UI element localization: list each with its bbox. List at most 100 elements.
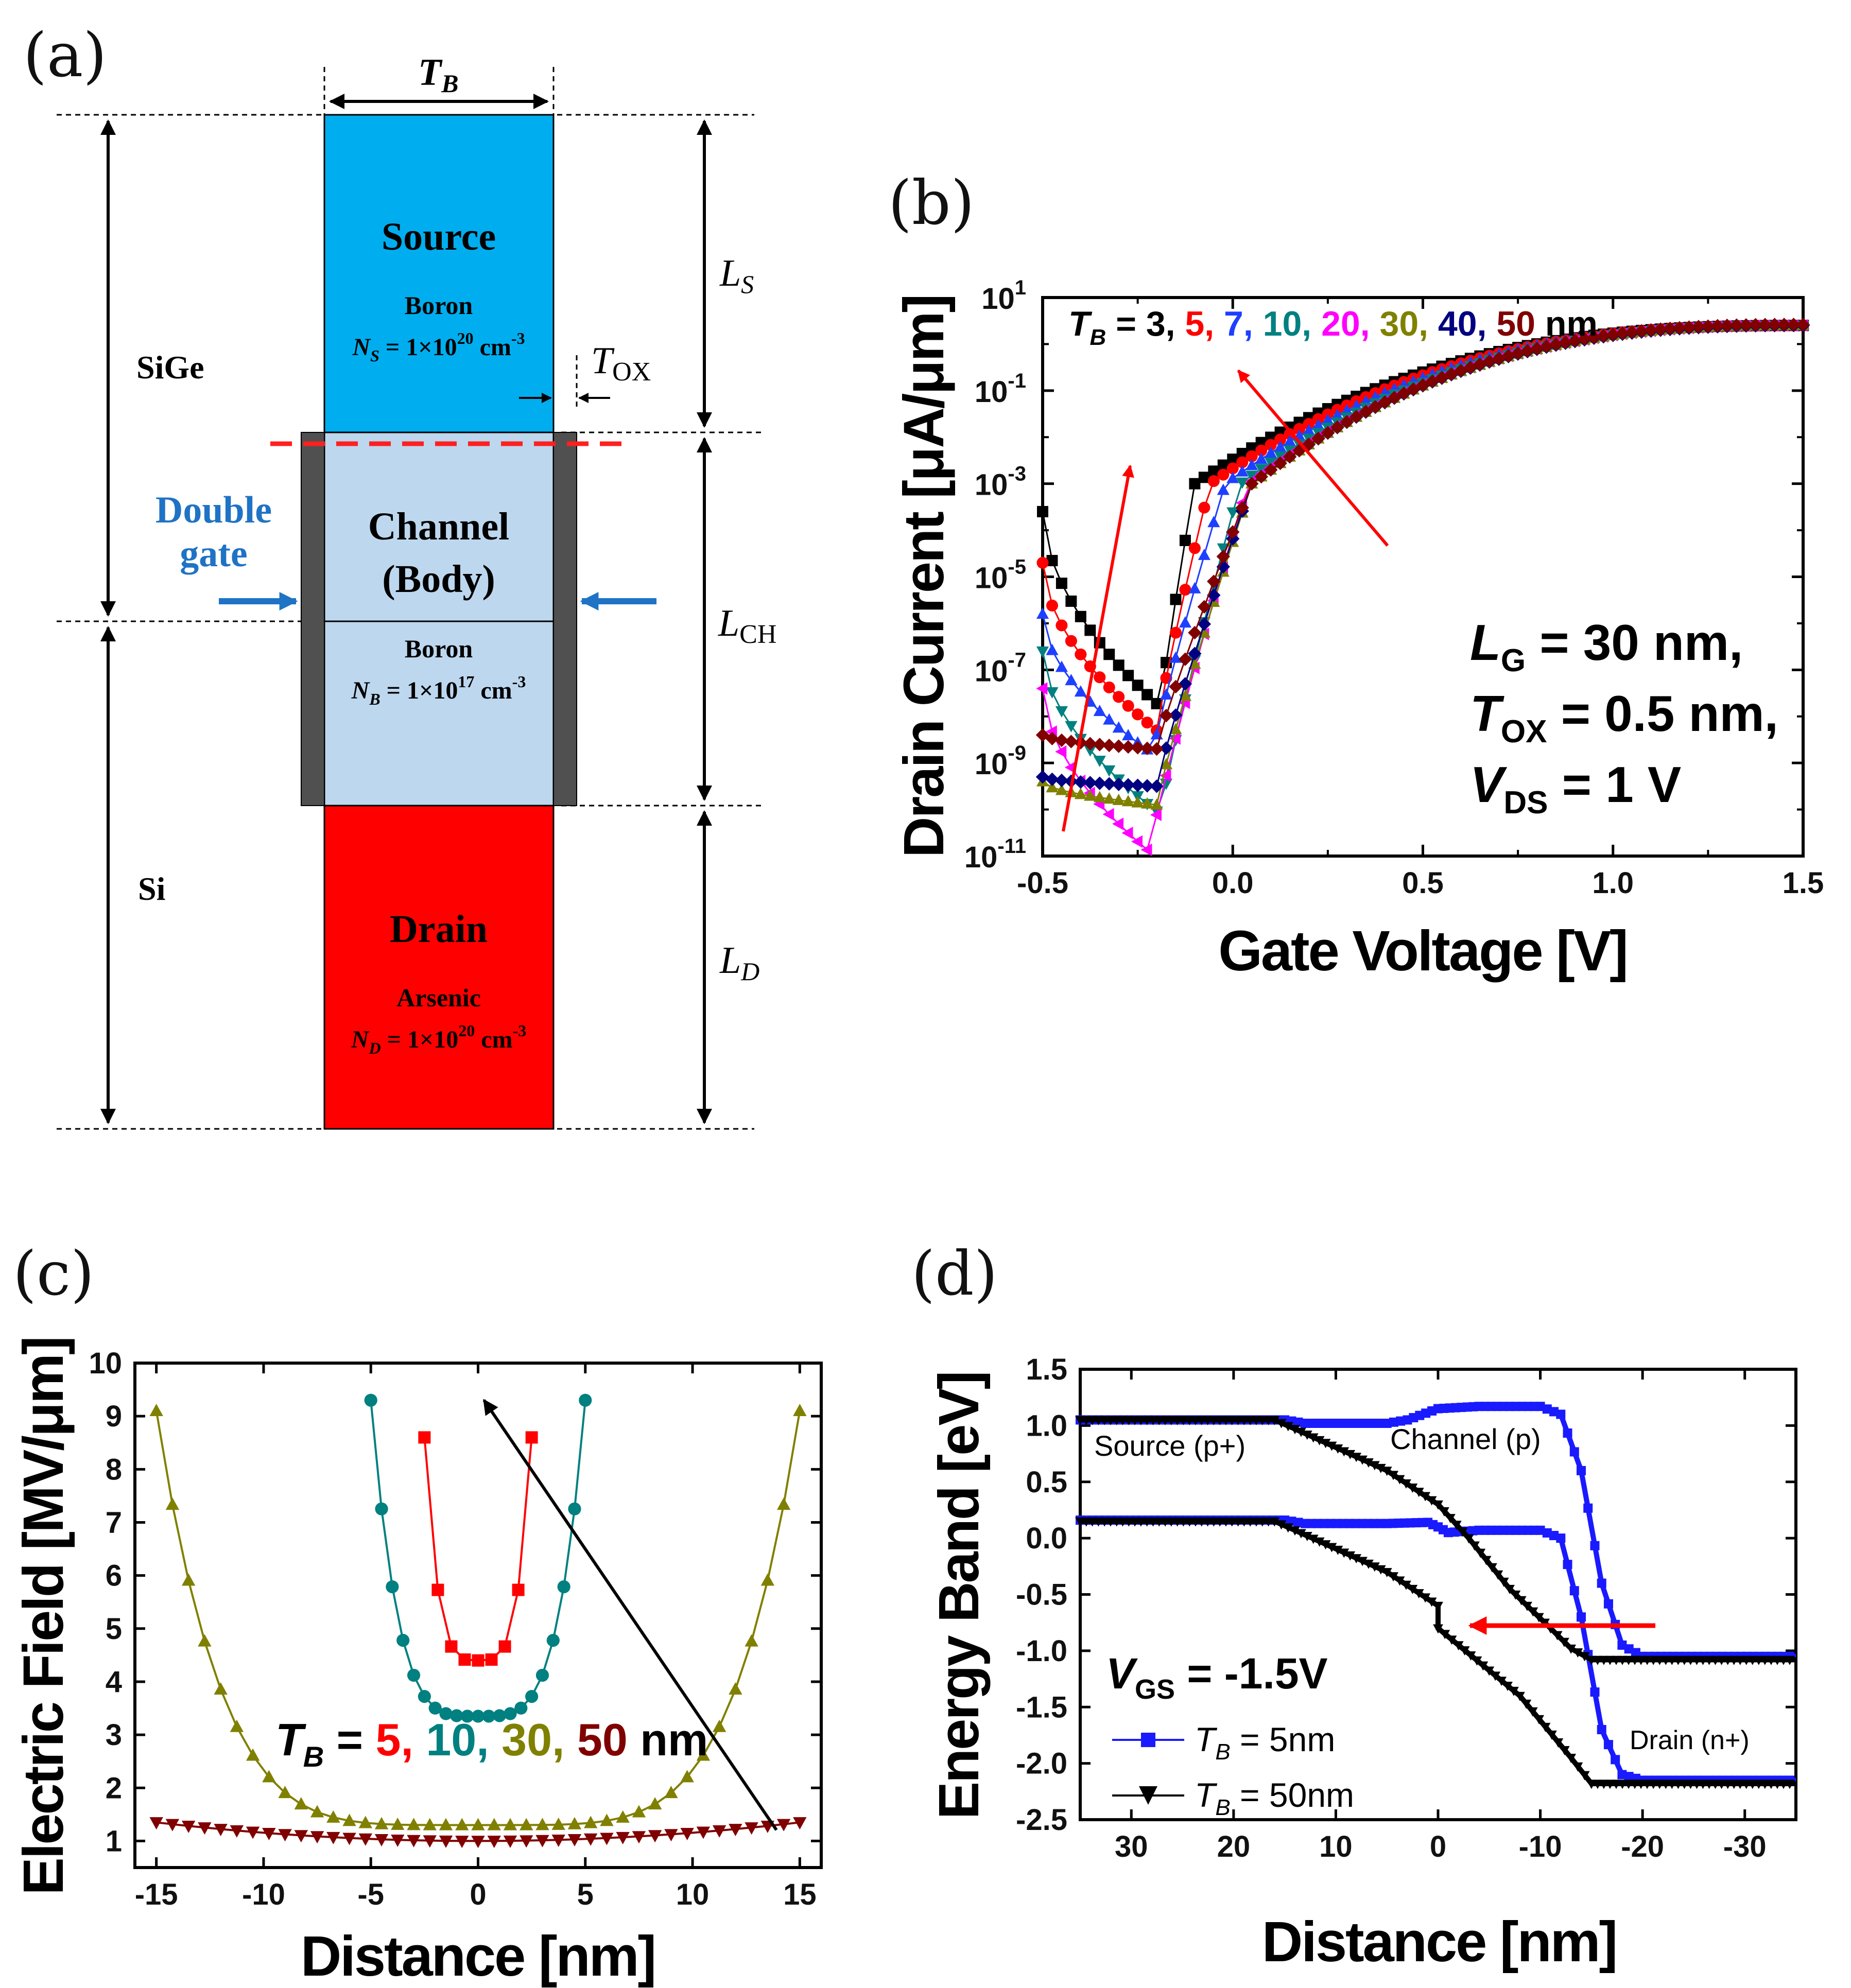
data-point-tb-7 xyxy=(1226,472,1239,483)
legend-marker-tb5 xyxy=(1141,1733,1155,1747)
data-point-tb-50 xyxy=(471,1836,485,1849)
y-tick-label: -0.5 xyxy=(1016,1578,1067,1612)
data-point-tb-50 xyxy=(712,1825,726,1838)
reference-dashed-lines xyxy=(57,67,762,1130)
panel-c-field-chart: (c) -15 -10 -5 0 5 10 15 1 2 3 4 5 6 7 8 9 10 TB = 5, 10… xyxy=(12,1238,823,1988)
data-point-tb-50 xyxy=(1796,318,1810,332)
band-point-2 xyxy=(1302,1431,1312,1440)
band-point-2 xyxy=(1487,1563,1497,1573)
band-point-2 xyxy=(1314,1436,1325,1445)
x-tick-label: 10 xyxy=(1319,1830,1353,1863)
lch-dimension-label: LCH xyxy=(718,602,776,649)
y-tick-label: 8 xyxy=(106,1453,122,1486)
band-point-2 xyxy=(1579,1652,1590,1662)
data-point-tb-50 xyxy=(1131,741,1145,755)
data-point-tb-50 xyxy=(1663,321,1677,336)
data-point-tb-50 xyxy=(1216,549,1230,564)
tb-dimension-label: TB xyxy=(418,51,459,98)
band-point-3 xyxy=(1572,1762,1583,1772)
data-point-tb-10 xyxy=(1055,706,1068,718)
band-point-2 xyxy=(1320,1439,1331,1449)
data-point-tb-30 xyxy=(165,1497,180,1510)
data-point-tb-40 xyxy=(1150,779,1164,793)
data-point-tb-5 xyxy=(1122,700,1134,712)
panel-a-label: (a) xyxy=(23,20,107,91)
data-point-tb-50 xyxy=(407,1835,421,1847)
legend-label-tb50: TB = 50nm xyxy=(1195,1776,1354,1820)
band-point-2 xyxy=(1457,1527,1468,1537)
data-point-tb-50 xyxy=(1359,405,1373,418)
data-point-tb-5 xyxy=(1094,671,1106,684)
data-point-tb-5 xyxy=(498,1640,511,1653)
data-point-tb-40 xyxy=(1054,773,1069,788)
data-point-tb-5 xyxy=(1236,456,1249,468)
band-point-3 xyxy=(1320,1540,1331,1550)
data-point-tb-50 xyxy=(535,1835,549,1847)
band-point-3 xyxy=(1453,1641,1464,1651)
data-point-tb-7 xyxy=(1236,465,1249,477)
data-point-tb-5 xyxy=(1198,501,1210,514)
data-point-tb-50 xyxy=(391,1834,405,1847)
data-point-tb-7 xyxy=(1274,441,1287,452)
data-point-tb-50 xyxy=(294,1830,308,1843)
data-point-tb-3 xyxy=(1103,649,1115,660)
band-point-1 xyxy=(1590,1687,1600,1697)
data-point-tb-3 xyxy=(1236,448,1248,460)
data-point-tb-50 xyxy=(1720,319,1734,333)
data-point-tb-50 xyxy=(1691,320,1706,334)
panel-d-xlabel: Distance [nm] xyxy=(1262,1910,1616,1974)
data-point-tb-10 xyxy=(1160,778,1173,790)
band-point-3 xyxy=(1345,1551,1356,1561)
data-point-tb-30 xyxy=(455,1818,469,1830)
data-point-tb-30 xyxy=(1046,781,1059,793)
data-point-tb-50 xyxy=(1653,322,1668,336)
data-point-tb-50 xyxy=(1672,321,1687,335)
data-point-tb-5 xyxy=(525,1431,538,1444)
panel-d-legend: TB = 5nm TB = 50nm xyxy=(1112,1720,1354,1820)
band-point-3 xyxy=(1314,1537,1325,1547)
data-point-tb-3 xyxy=(1084,624,1096,636)
data-point-tb-50 xyxy=(1739,318,1753,332)
data-point-tb-3 xyxy=(1056,578,1067,589)
data-point-tb-3 xyxy=(1141,689,1153,701)
y-tick-label: 1.0 xyxy=(1026,1409,1067,1442)
panel-b-legend-text: TB = 3, 5, 7, 10, 20, 30, 40, 50 nm xyxy=(1068,304,1598,350)
band-point-2 xyxy=(1345,1450,1356,1459)
band-point-2 xyxy=(1498,1577,1509,1587)
data-point-tb-50 xyxy=(1597,329,1611,343)
data-point-tb-40 xyxy=(1178,677,1192,691)
data-point-tb-50 xyxy=(1473,357,1487,371)
panel-b-legend: TB = 3, 5, 7, 10, 20, 30, 40, 50 nm xyxy=(1068,304,1598,350)
band-point-2 xyxy=(1451,1521,1462,1530)
band-point-2 xyxy=(1401,1479,1411,1489)
panel-c-legend: TB = 5, 10, 30, 50 nm xyxy=(275,1714,708,1773)
band-point-2 xyxy=(1559,1637,1569,1647)
data-point-tb-50 xyxy=(1321,426,1335,440)
data-point-tb-10 xyxy=(1245,470,1258,482)
data-point-tb-5 xyxy=(1303,418,1315,430)
data-point-tb-3 xyxy=(1217,459,1229,471)
y-tick-label: 10-7 xyxy=(975,649,1026,688)
data-point-tb-20 xyxy=(1055,745,1067,758)
source-concentration: NS = 1×1020 cm-3 xyxy=(352,329,525,365)
y-tick-label: 4 xyxy=(106,1665,122,1699)
data-point-tb-30 xyxy=(181,1573,196,1586)
data-point-tb-40 xyxy=(1112,777,1126,791)
data-point-tb-20 xyxy=(1036,682,1048,695)
data-point-tb-30 xyxy=(712,1719,726,1732)
data-point-tb-3 xyxy=(1037,505,1048,517)
data-point-tb-30 xyxy=(551,1817,565,1830)
band-point-3 xyxy=(1478,1661,1489,1671)
band-point-1 xyxy=(1611,1755,1620,1765)
data-point-tb-50 xyxy=(1169,679,1183,694)
data-point-tb-30 xyxy=(680,1770,694,1783)
band-point-2 xyxy=(1572,1648,1583,1658)
data-point-tb-7 xyxy=(1283,434,1296,446)
x-tick-label: -5 xyxy=(357,1878,384,1911)
data-point-tb-30 xyxy=(294,1797,308,1810)
band-point-3 xyxy=(1276,1520,1287,1530)
data-point-tb-30 xyxy=(776,1497,791,1510)
data-point-tb-50 xyxy=(520,1835,533,1848)
data-point-tb-50 xyxy=(1463,360,1478,374)
band-point-1 xyxy=(1577,1612,1586,1622)
